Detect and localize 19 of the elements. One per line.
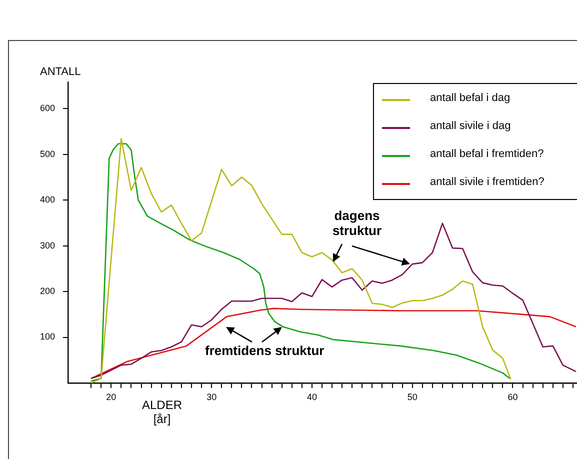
legend-label: antall befal i dag xyxy=(430,92,510,104)
y-tick-label: 500 xyxy=(40,148,55,159)
legend-label: antall befal i fremtiden? xyxy=(430,148,544,160)
x-tick-label: 40 xyxy=(306,392,317,402)
annotation: fremtidens struktur xyxy=(205,343,324,358)
x-axis-title: ALDER [år] xyxy=(140,398,183,426)
x-tick-label: 60 xyxy=(508,392,518,402)
x-tick-label: 20 xyxy=(106,392,116,402)
x-tick-label: 30 xyxy=(206,392,217,402)
y-tick-label: 400 xyxy=(40,194,55,205)
annotation: dagens struktur xyxy=(331,208,383,238)
y-tick-label: 300 xyxy=(40,240,55,250)
y-axis-title: ANTALL xyxy=(40,66,81,78)
y-tick-label: 100 xyxy=(40,332,55,342)
legend-label: antall sivile i fremtiden? xyxy=(430,176,544,188)
y-tick-label: 200 xyxy=(40,286,55,296)
x-tick-label: 50 xyxy=(407,392,418,402)
legend-label: antall sivile i dag xyxy=(430,120,511,132)
y-tick-label: 600 xyxy=(40,103,55,114)
